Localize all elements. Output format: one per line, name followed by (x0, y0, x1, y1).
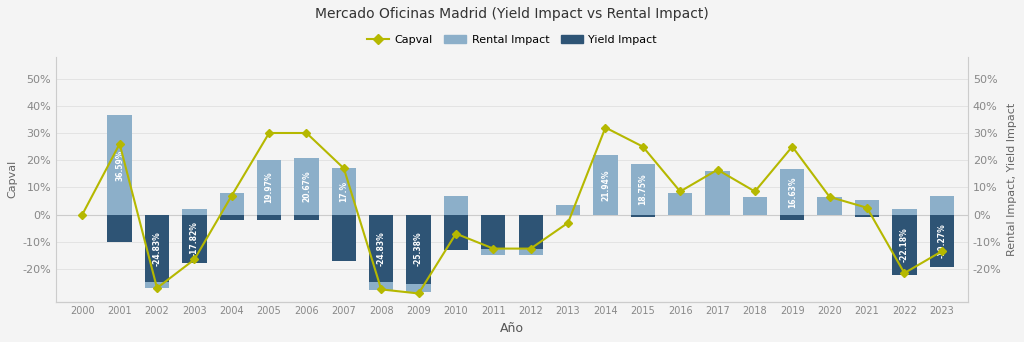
Bar (108, 115, 132, 214)
Bar (219, 214, 244, 220)
Text: 19.97%: 19.97% (264, 172, 273, 203)
Bar (780, 169, 805, 214)
Bar (182, 209, 207, 214)
Bar (631, 214, 655, 217)
Bar (518, 249, 543, 255)
Bar (930, 214, 954, 267)
Text: 16.63%: 16.63% (787, 176, 797, 208)
Text: -22.18%: -22.18% (900, 227, 909, 262)
Bar (182, 214, 207, 263)
Bar (294, 214, 318, 220)
Text: -19.27%: -19.27% (937, 223, 946, 258)
Bar (108, 214, 132, 242)
Bar (481, 214, 506, 249)
Bar (443, 196, 468, 214)
Text: -25.38%: -25.38% (414, 232, 423, 266)
Y-axis label: Rental Impact, Yield Impact: Rental Impact, Yield Impact (1007, 103, 1017, 256)
Bar (257, 214, 282, 220)
Bar (518, 214, 543, 249)
Bar (593, 155, 617, 214)
Bar (219, 193, 244, 214)
Bar (332, 168, 356, 214)
Bar (443, 214, 468, 250)
Bar (631, 163, 655, 214)
X-axis label: Año: Año (500, 322, 524, 335)
Text: 18.75%: 18.75% (638, 173, 647, 205)
Bar (144, 214, 169, 282)
Bar (930, 196, 954, 214)
Text: -24.83%: -24.83% (153, 231, 162, 266)
Bar (407, 284, 431, 292)
Bar (481, 249, 506, 255)
Legend: Capval, Rental Impact, Yield Impact: Capval, Rental Impact, Yield Impact (362, 30, 662, 50)
Text: -24.83%: -24.83% (377, 231, 386, 266)
Bar (369, 214, 393, 282)
Bar (668, 193, 692, 214)
Title: Mercado Oficinas Madrid (Yield Impact vs Rental Impact): Mercado Oficinas Madrid (Yield Impact vs… (315, 7, 709, 21)
Bar (257, 160, 282, 214)
Bar (407, 214, 431, 284)
Bar (369, 282, 393, 290)
Text: 17.%: 17.% (339, 181, 348, 202)
Bar (855, 200, 880, 214)
Bar (892, 214, 916, 275)
Text: 21.94%: 21.94% (601, 169, 610, 200)
Bar (144, 282, 169, 288)
Bar (855, 214, 880, 217)
Text: -17.82%: -17.82% (189, 221, 199, 256)
Text: 20.67%: 20.67% (302, 171, 311, 202)
Bar (742, 197, 767, 214)
Text: 36.59%: 36.59% (115, 149, 124, 181)
Bar (706, 171, 730, 214)
Bar (892, 209, 916, 214)
Bar (556, 205, 581, 214)
Bar (817, 197, 842, 214)
Bar (332, 214, 356, 261)
Bar (294, 158, 318, 214)
Y-axis label: Capval: Capval (7, 160, 17, 198)
Bar (780, 214, 805, 220)
